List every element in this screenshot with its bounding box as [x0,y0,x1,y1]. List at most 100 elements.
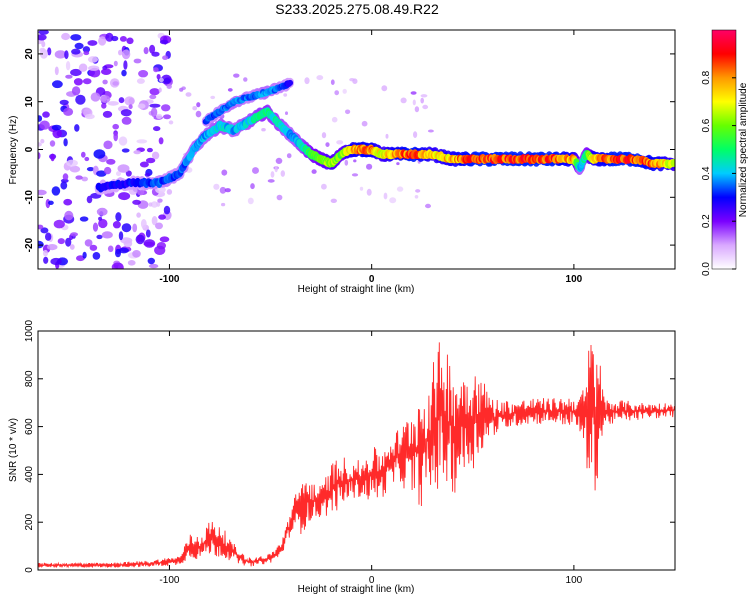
ridge-cell [670,159,675,167]
noise-speckle [132,223,138,233]
noise-speckle [136,234,141,243]
noise-speckle [149,44,156,54]
noise-speckle [70,34,82,41]
noise-speckle [261,128,266,132]
noise-speckle [46,244,58,251]
noise-speckle [151,151,160,160]
noise-speckle [64,50,69,60]
noise-speckle [334,90,340,96]
noise-speckle [101,68,112,75]
noise-speckle [48,200,54,205]
noise-speckle [179,87,184,92]
snr-y-tick-label: 800 [24,370,35,387]
noise-speckle [112,221,121,229]
noise-speckle [149,103,161,108]
noise-speckle [121,148,130,153]
noise-speckle [98,216,103,221]
noise-speckle [74,124,80,132]
noise-speckle [39,47,46,53]
noise-speckle [53,219,65,229]
noise-speckle [107,245,114,253]
noise-speckle [163,205,171,215]
noise-speckle [153,126,161,132]
noise-speckle [286,153,292,159]
noise-speckle [102,110,113,118]
noise-speckle [59,99,69,105]
noise-speckle [210,95,216,100]
noise-speckle [396,162,400,166]
noise-speckle [45,232,52,241]
noise-speckle [40,227,49,234]
noise-speckle [71,48,81,55]
noise-speckle [86,195,93,204]
noise-speckle [267,179,275,183]
noise-speckle [147,257,155,265]
noise-speckle [62,173,69,181]
colorbar-tick-label: 0.8 [701,70,712,84]
noise-speckle [304,77,310,85]
noise-speckle [65,60,71,71]
noise-speckle [88,65,100,71]
noise-speckle [140,219,147,229]
colorbar-label: Normalized spectral amplitude [738,82,749,217]
noise-speckle [52,80,63,89]
noise-speckle [54,50,67,59]
noise-speckle [96,207,108,216]
colorbar-gradient [711,29,737,270]
noise-speckle [166,84,172,89]
noise-speckle [330,198,337,203]
noise-speckle [90,92,101,102]
noise-speckle [63,198,73,206]
noise-speckle [359,186,364,191]
noise-speckle [158,214,167,220]
noise-speckle [73,78,83,86]
snr-y-tick-label: 0 [24,567,35,573]
noise-speckle [146,147,153,153]
noise-speckle [158,137,164,145]
noise-speckle [66,159,78,167]
noise-speckle [116,171,121,177]
noise-speckle [224,188,231,193]
colorbar-tick-label: 0.0 [701,262,712,276]
noise-speckle [76,255,85,262]
spectrogram-x-label: Height of straight line (km) [298,284,415,295]
noise-speckle [144,172,151,177]
noise-speckle [107,101,119,106]
noise-speckle [133,58,142,64]
noise-speckle [247,197,254,205]
noise-speckle [321,132,327,139]
noise-speckle [42,111,50,118]
noise-speckle [112,123,119,130]
noise-speckle [163,78,171,84]
noise-speckle [412,99,416,106]
noise-speckle [148,263,159,269]
noise-speckle [50,153,55,162]
noise-speckle [381,85,388,92]
snr-plot-area [38,331,675,570]
noise-speckle [132,250,141,258]
noise-speckle [118,247,129,254]
noise-speckle [43,249,48,257]
noise-speckle [83,51,90,56]
noise-speckle [331,116,338,123]
noise-speckle [227,88,233,92]
noise-speckle [127,260,136,266]
noise-speckle [280,170,285,177]
noise-speckle [154,245,166,255]
noise-speckle [316,75,324,81]
noise-speckle [82,78,92,85]
noise-speckle [136,78,145,84]
noise-speckle [98,36,107,46]
noise-speckle [420,97,425,104]
noise-speckle [38,30,49,35]
noise-speckle [84,156,90,162]
noise-speckle [93,149,106,159]
noise-speckle [69,165,81,173]
noise-speckle [92,252,101,260]
noise-speckle [102,79,108,85]
noise-speckle [103,140,113,150]
noise-speckle [113,60,118,67]
noise-speckle [155,222,163,230]
noise-speckle [415,189,421,193]
